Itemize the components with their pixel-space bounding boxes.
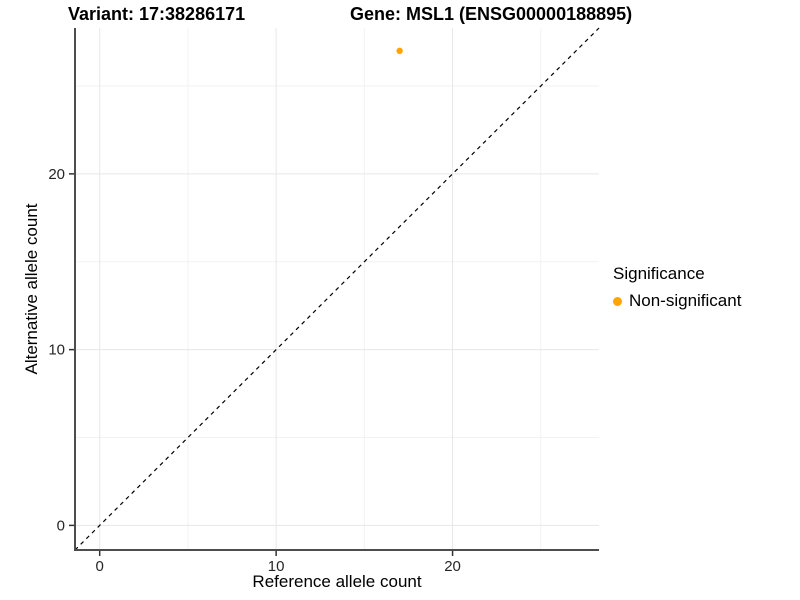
x-tick-label: 20 — [444, 558, 461, 575]
y-tick-label: 10 — [48, 342, 65, 359]
legend-item-label: Non-significant — [629, 291, 742, 310]
x-axis-title: Reference allele count — [252, 572, 422, 591]
data-point — [396, 47, 403, 55]
legend-item: Non-significant — [613, 291, 741, 311]
identity-dashed-line — [74, 27, 600, 551]
legend: Significance Non-significant — [613, 264, 741, 311]
y-axis-title: Alternative allele count — [22, 203, 41, 375]
gene-title: Gene: MSL1 (ENSG00000188895) — [350, 4, 633, 24]
variant-title: Variant: 17:38286171 — [68, 4, 246, 24]
legend-key-dot-icon — [613, 296, 622, 306]
x-tick-label: 10 — [268, 558, 285, 575]
x-tick-label: 0 — [96, 558, 104, 575]
y-tick-label: 0 — [57, 517, 65, 534]
y-tick-label: 20 — [48, 166, 65, 183]
legend-title: Significance — [613, 264, 705, 283]
